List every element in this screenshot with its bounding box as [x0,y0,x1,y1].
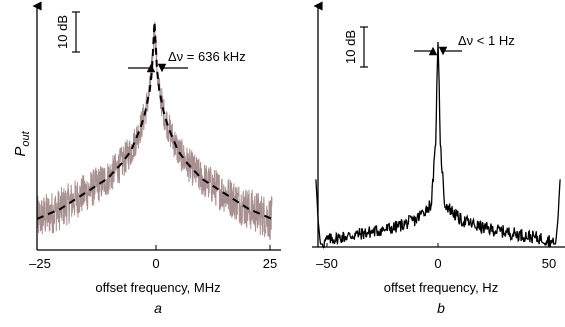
panel-a-linewidth-label: Δν = 636 kHz [168,49,246,64]
panel-a-letter: a [154,300,162,316]
panel-b-xtick-pos: 50 [542,256,556,271]
panel-b-xtick-neg: –50 [316,256,338,271]
panel-b-letter: b [437,300,445,316]
panel-b-x-label: offset frequency, Hz [384,280,498,295]
panel-b: –50 0 50 offset frequency, Hz b 10 dB Δν… [312,1,565,316]
panel-a-scale-label: 10 dB [55,15,70,49]
panel-a-x-label: offset frequency, MHz [95,280,220,295]
panel-a: –25 0 25 offset frequency, MHz a Pout 10… [12,1,281,316]
panel-a-measured-spectrum [36,21,273,241]
panel-b-linewidth-label: Δν < 1 Hz [458,33,515,48]
panel-b-xtick-zero: 0 [434,256,441,271]
panel-a-xtick-neg: –25 [29,256,51,271]
panel-a-xtick-zero: 0 [152,256,159,271]
panel-b-scale-label: 10 dB [343,30,358,64]
panel-a-y-label-sub: out [20,130,32,146]
panel-a-xtick-pos: 25 [263,256,277,271]
panel-b-spectrum [315,41,561,249]
panel-a-y-label: Pout [12,130,32,156]
